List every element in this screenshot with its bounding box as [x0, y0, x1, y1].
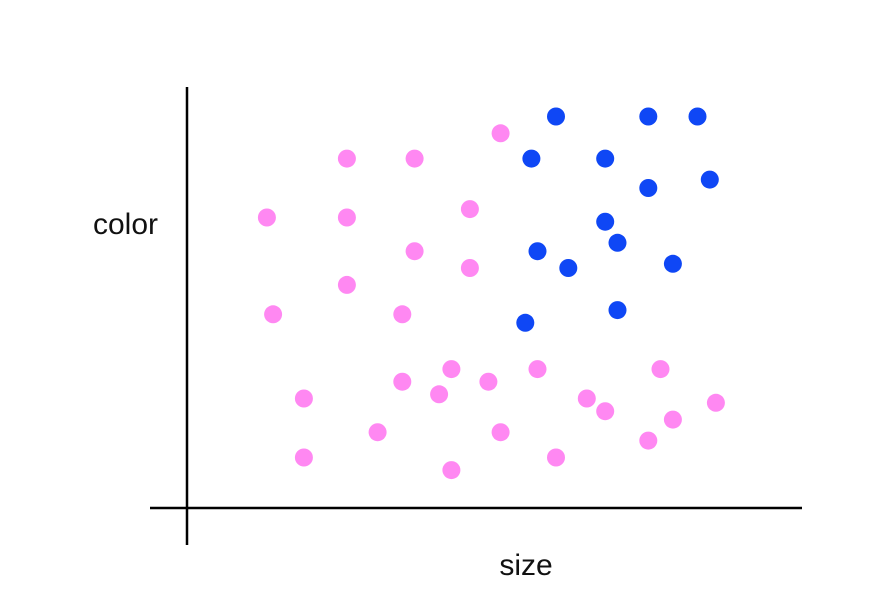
- scatter-point-s0-2: [405, 149, 424, 168]
- scatter-point-s0-14: [479, 372, 498, 391]
- scatter-point-s0-17: [577, 389, 596, 408]
- scatter-point-s0-5: [337, 208, 356, 227]
- scatter-point-s0-18: [651, 360, 670, 379]
- scatter-point-s0-4: [257, 208, 276, 227]
- scatter-point-s0-8: [337, 275, 356, 294]
- x-axis-label: size: [499, 549, 552, 582]
- scatter-point-s1-11: [663, 254, 682, 273]
- scatter-point-s0-21: [663, 410, 682, 429]
- scatter-point-s0-16: [430, 385, 449, 404]
- scatter-point-s1-8: [608, 233, 627, 252]
- scatter-point-s1-9: [528, 242, 547, 261]
- y-axis-label: color: [93, 208, 158, 241]
- data-points: [257, 107, 725, 480]
- scatter-point-s0-3: [460, 200, 479, 219]
- scatter-point-s0-12: [528, 360, 547, 379]
- scatter-point-s0-9: [264, 305, 283, 324]
- scatter-point-s0-15: [294, 389, 313, 408]
- scatter-point-s1-1: [639, 107, 658, 126]
- scatter-point-s0-27: [547, 448, 565, 467]
- scatter-point-s0-22: [368, 423, 387, 442]
- scatter-point-s1-4: [596, 149, 615, 168]
- scatter-point-s0-0: [491, 124, 510, 143]
- scatter-point-s1-7: [596, 212, 615, 231]
- scatter-point-s1-10: [559, 259, 578, 277]
- scatter-point-s0-7: [460, 259, 479, 277]
- scatter-point-s0-25: [294, 448, 313, 467]
- scatter-point-s0-10: [393, 305, 412, 324]
- scatter-point-s1-12: [516, 313, 535, 332]
- scatter-point-s0-24: [639, 431, 658, 450]
- scatter-point-s0-19: [596, 402, 615, 421]
- scatter-point-s1-5: [639, 179, 658, 197]
- scatter-point-s0-26: [442, 461, 461, 480]
- scatter-point-s0-20: [706, 393, 725, 412]
- scatter-point-s0-6: [405, 242, 424, 261]
- scatter-point-s0-1: [337, 149, 356, 168]
- scatter-point-s1-6: [700, 170, 719, 189]
- scatter-point-s1-0: [547, 107, 565, 126]
- scatter-point-s1-3: [522, 149, 541, 168]
- scatter-point-s0-11: [442, 360, 461, 379]
- scatter-point-s1-13: [608, 301, 627, 320]
- scatter-point-s1-2: [688, 107, 707, 126]
- scatter-point-s0-13: [393, 372, 412, 391]
- scatter-point-s0-23: [491, 423, 510, 442]
